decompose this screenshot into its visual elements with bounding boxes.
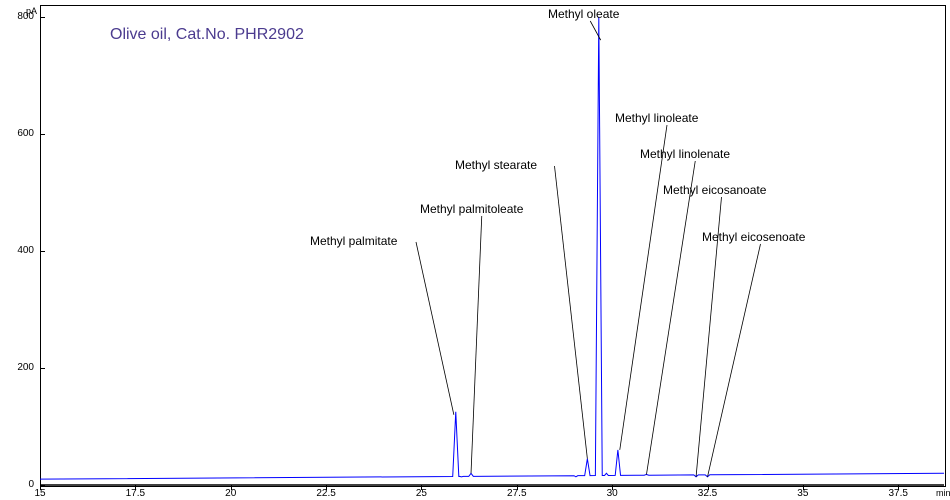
leader-line [646, 161, 695, 474]
peak-label: Methyl eicosenoate [702, 230, 805, 244]
leader-line [471, 216, 482, 473]
chromatogram-chart: pA 0200400600800 1517.52022.52527.53032.… [0, 0, 950, 500]
leader-line [708, 244, 761, 477]
peak-label: Methyl linoleate [615, 111, 698, 125]
label-lines [0, 0, 950, 500]
chart-title: Olive oil, Cat.No. PHR2902 [110, 26, 304, 44]
leader-line [555, 166, 588, 459]
leader-line [416, 242, 454, 415]
peak-label: Methyl stearate [455, 158, 537, 172]
leader-line [620, 125, 667, 450]
peak-label: Methyl eicosanoate [663, 183, 766, 197]
leader-line [590, 21, 600, 40]
peak-label: Methyl palmitate [310, 234, 397, 248]
peak-label: Methyl palmitoleate [420, 202, 523, 216]
peak-label: Methyl linolenate [640, 147, 730, 161]
peak-label: Methyl oleate [548, 7, 619, 21]
